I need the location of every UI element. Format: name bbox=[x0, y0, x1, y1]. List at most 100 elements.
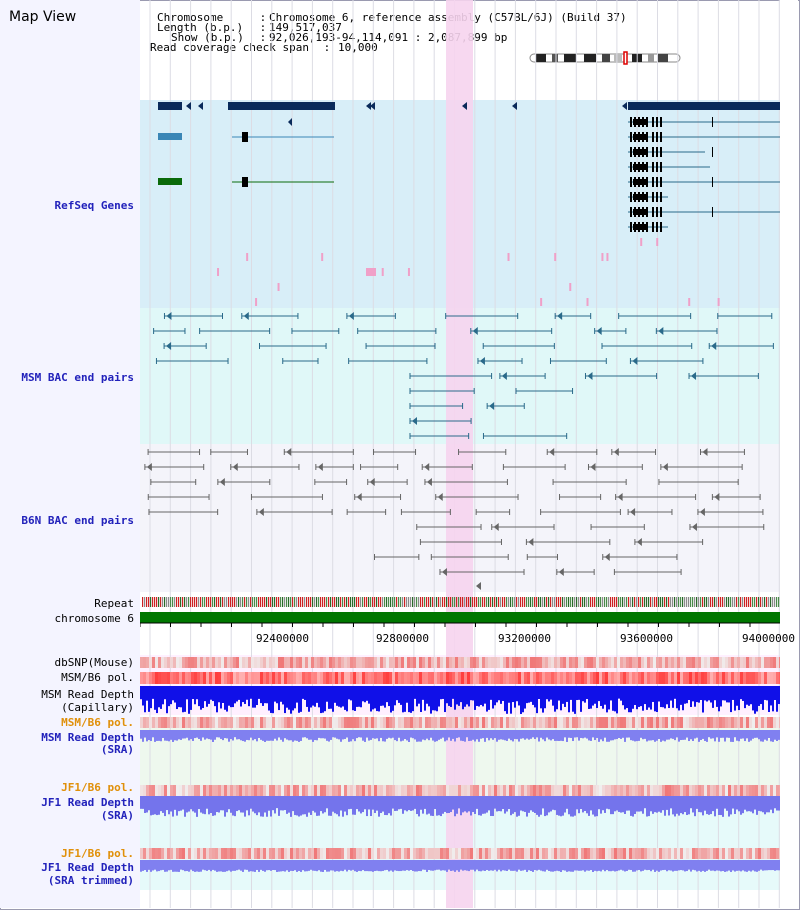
heat-cell bbox=[704, 672, 707, 684]
repeat-element bbox=[768, 597, 770, 607]
repeat-element bbox=[444, 597, 446, 607]
heat-cell bbox=[416, 657, 419, 668]
depth-bar bbox=[440, 796, 442, 817]
heat-cell bbox=[773, 848, 776, 859]
depth-bar bbox=[468, 796, 470, 812]
heat-cell bbox=[473, 848, 476, 859]
track-label-jf1-sra-trimmed[interactable]: (SRA trimmed) bbox=[47, 874, 134, 887]
repeat-element bbox=[354, 597, 356, 607]
depth-bar bbox=[422, 730, 424, 740]
heat-cell bbox=[644, 717, 647, 728]
heat-cell bbox=[416, 717, 419, 728]
heat-cell bbox=[275, 657, 278, 668]
repeat-element bbox=[478, 597, 480, 607]
heat-cell bbox=[620, 717, 623, 728]
heat-cell bbox=[179, 672, 182, 684]
heat-cell bbox=[719, 672, 722, 684]
depth-bar bbox=[246, 796, 248, 811]
heat-cell bbox=[419, 785, 422, 796]
depth-bar bbox=[422, 686, 424, 700]
heat-cell bbox=[374, 848, 377, 859]
track-label-b6n-bac[interactable]: B6N BAC end pairs bbox=[21, 514, 134, 527]
track-label-refseq[interactable]: RefSeq Genes bbox=[54, 199, 134, 212]
repeat-element bbox=[402, 597, 404, 607]
depth-bar bbox=[298, 860, 300, 871]
depth-bar bbox=[328, 730, 330, 742]
track-label-msm-read-depth-sra[interactable]: MSM Read Depth bbox=[41, 731, 134, 744]
track-label-msm-sra[interactable]: (SRA) bbox=[100, 743, 134, 756]
repeat-element bbox=[630, 597, 632, 607]
heat-cell bbox=[560, 657, 563, 668]
depth-bar bbox=[558, 796, 560, 816]
heat-cell bbox=[740, 785, 743, 796]
heat-cell bbox=[734, 657, 737, 668]
depth-bar bbox=[278, 796, 280, 816]
depth-bar bbox=[464, 686, 466, 707]
heat-cell bbox=[626, 717, 629, 728]
track-area[interactable] bbox=[140, 0, 780, 908]
depth-bar bbox=[226, 860, 228, 872]
heat-cell bbox=[437, 848, 440, 859]
heat-cell bbox=[530, 717, 533, 728]
heat-cell bbox=[644, 848, 647, 859]
track-label-jf1-read-depth-trim[interactable]: JF1 Read Depth bbox=[41, 861, 134, 874]
depth-bar bbox=[446, 860, 448, 872]
depth-bar bbox=[688, 686, 690, 701]
repeat-element bbox=[254, 597, 256, 607]
repeat-element bbox=[324, 597, 326, 607]
depth-bar bbox=[500, 730, 502, 740]
repeat-element bbox=[230, 597, 232, 607]
heat-cell bbox=[395, 657, 398, 668]
depth-bar bbox=[380, 730, 382, 738]
heat-cell bbox=[413, 848, 416, 859]
heat-cell bbox=[524, 717, 527, 728]
heat-cell bbox=[674, 717, 677, 728]
bac-end-arrow bbox=[412, 417, 417, 425]
repeat-element bbox=[276, 597, 278, 607]
depth-bar bbox=[638, 730, 640, 741]
tracks-canvas[interactable] bbox=[140, 0, 780, 908]
heat-cell bbox=[665, 657, 668, 668]
depth-bar bbox=[420, 686, 422, 712]
heat-cell bbox=[728, 848, 731, 859]
depth-bar bbox=[678, 860, 680, 871]
depth-bar bbox=[426, 796, 428, 815]
repeat-element bbox=[510, 597, 512, 607]
depth-bar bbox=[358, 796, 360, 812]
repeat-element bbox=[248, 597, 250, 607]
depth-bar bbox=[680, 686, 682, 705]
depth-bar bbox=[546, 730, 548, 738]
depth-bar bbox=[662, 730, 664, 741]
depth-bar bbox=[426, 860, 428, 872]
depth-bar bbox=[570, 686, 572, 700]
heat-cell bbox=[434, 785, 437, 796]
heat-cell bbox=[305, 717, 308, 728]
depth-bar bbox=[452, 686, 454, 699]
repeat-element bbox=[266, 597, 268, 607]
depth-bar bbox=[258, 796, 260, 813]
depth-bar bbox=[574, 730, 576, 738]
transcript-exon bbox=[633, 149, 647, 155]
depth-bar bbox=[710, 796, 712, 815]
depth-bar bbox=[144, 796, 146, 813]
heat-cell bbox=[698, 672, 701, 684]
depth-bar bbox=[708, 730, 710, 738]
depth-bar bbox=[306, 860, 308, 872]
heat-cell bbox=[386, 848, 389, 859]
depth-bar bbox=[490, 796, 492, 816]
depth-bar bbox=[502, 796, 504, 810]
track-label-msm-bac[interactable]: MSM BAC end pairs bbox=[21, 371, 134, 384]
depth-bar bbox=[354, 730, 356, 742]
depth-bar bbox=[414, 686, 416, 699]
track-label-jf1-read-depth[interactable]: JF1 Read Depth bbox=[41, 796, 134, 809]
heat-cell bbox=[476, 672, 479, 684]
depth-bar bbox=[382, 860, 384, 871]
repeat-element bbox=[656, 597, 658, 607]
heat-cell bbox=[563, 657, 566, 668]
depth-bar bbox=[484, 860, 486, 871]
chromosome-ideogram[interactable] bbox=[528, 51, 683, 65]
heat-cell bbox=[605, 785, 608, 796]
depth-bar bbox=[746, 730, 748, 739]
heat-cell bbox=[542, 717, 545, 728]
track-label-jf1-sra[interactable]: (SRA) bbox=[100, 809, 134, 822]
